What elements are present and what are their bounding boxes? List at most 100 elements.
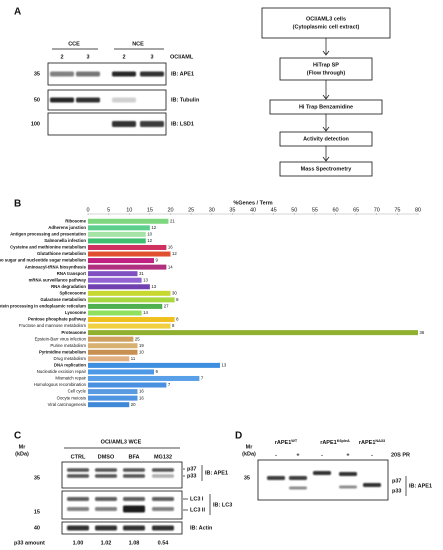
mw-marker: 35 [244, 475, 250, 481]
gene-count: 16 [139, 389, 144, 394]
protein-name: rAPE1 [359, 440, 376, 446]
bar [88, 258, 154, 264]
band [152, 507, 174, 511]
bar [88, 251, 171, 257]
bar [88, 349, 138, 355]
x-tick-label: 75 [394, 207, 400, 213]
category-label: Salmonella infection [44, 238, 86, 243]
gene-count: 7 [201, 376, 204, 381]
panel-label: A [14, 7, 21, 18]
band [95, 474, 117, 478]
panel-label: D [235, 431, 242, 442]
category-label: mRNA surveillance pathway [29, 277, 87, 282]
band [67, 474, 89, 478]
flow-text: Activity detection [303, 136, 349, 142]
protein-label: rAPE1WT [275, 439, 298, 446]
flow-text: Mass Spectrometry [301, 166, 353, 172]
flow-text: Hi Trap Benzamidine [299, 104, 353, 110]
flow-text: (Flow through) [307, 70, 346, 76]
band [152, 497, 174, 501]
band [95, 468, 117, 472]
gene-count: 12 [147, 238, 152, 243]
bar [88, 323, 171, 329]
gene-count: 27 [164, 304, 169, 309]
arrow [322, 80, 330, 100]
band [363, 483, 381, 487]
x-tick-label: 65 [353, 207, 359, 213]
flow-box [261, 7, 391, 39]
blot [61, 521, 183, 535]
band-label: LC3 I [190, 496, 204, 502]
band [152, 525, 174, 531]
band [123, 497, 145, 501]
band-label: p33 [392, 488, 401, 494]
lane-label: 3 [86, 54, 89, 60]
category-label: Oocyte meiosis [57, 395, 86, 400]
band [67, 525, 89, 531]
amount-value: 1.02 [101, 540, 112, 546]
mw-marker: 50 [34, 97, 40, 103]
bar [88, 343, 138, 349]
band [152, 468, 174, 472]
mw-marker: 35 [34, 71, 40, 77]
flow-box [269, 99, 383, 115]
protein-name: rAPE1 [320, 440, 337, 446]
category-label: Viral carcinogenesis [48, 402, 86, 407]
category-label: Mismatch repair [55, 376, 86, 381]
panel-label: B [14, 199, 21, 210]
bar [88, 395, 138, 401]
lane-sign: - [321, 452, 323, 458]
category-label: Nucleotide excision repair [37, 369, 87, 374]
category-label: Fructose and mannose metabolism [19, 323, 87, 328]
x-tick-label: 0 [86, 207, 89, 213]
gene-count: 11 [131, 356, 136, 361]
bar [88, 231, 146, 237]
treatment-label: 20S PR [391, 452, 410, 458]
category-label: Aminoacyl-tRNA biosynthesis [25, 264, 87, 269]
x-tick-label: 80 [415, 207, 421, 213]
mw-marker: 35 [34, 475, 40, 481]
protein-name: rAPE1 [275, 440, 292, 446]
band [123, 468, 145, 472]
lane-sign: + [346, 452, 349, 458]
band-label: p37 [187, 466, 196, 472]
arrow [322, 146, 330, 162]
flow-text: HiTrap SP [313, 62, 339, 68]
bar [88, 290, 171, 296]
bar [88, 310, 142, 316]
category-label: DNA replication [54, 363, 86, 368]
gene-count: 10 [139, 349, 144, 354]
lane-label: DMSO [98, 454, 115, 460]
lane-label: 3 [150, 54, 153, 60]
gene-count: 16 [139, 395, 144, 400]
x-tick-label: 25 [188, 207, 194, 213]
blot-title: OCI/AML3 WCE [101, 439, 142, 445]
gene-count: 12 [172, 251, 177, 256]
gene-count: 8 [176, 317, 179, 322]
category-label: Amino sugar and nucleotide sugar metabol… [0, 258, 86, 263]
amount-value: 1.08 [129, 540, 140, 546]
protein-variant: NΔ33 [375, 439, 385, 443]
category-label: Adherens junction [48, 225, 86, 230]
flow-arrows [322, 38, 330, 162]
gene-count: 7 [168, 382, 171, 387]
gene-count: 13 [151, 284, 156, 289]
x-tick-label: 20 [167, 207, 173, 213]
category-label: Cysteine and methionine metabolism [10, 245, 86, 250]
mr-label: (kDa) [15, 451, 29, 457]
amount-label: p33 amount [14, 540, 45, 546]
gene-count: 20 [131, 402, 136, 407]
x-tick-label: 5 [107, 207, 110, 213]
bar [88, 303, 163, 309]
category-label: Homologous recombination [34, 382, 87, 387]
blot [61, 490, 183, 520]
blot-label: IB: APE1 [171, 71, 194, 77]
flow-text: (Cytoplasmic cell extract) [293, 24, 360, 30]
arrow [322, 114, 330, 132]
band [67, 507, 89, 511]
category-label: Pyrimidine metabolism [39, 349, 86, 354]
band [123, 505, 145, 513]
bar [88, 225, 150, 231]
group-label: NCE [132, 41, 144, 47]
